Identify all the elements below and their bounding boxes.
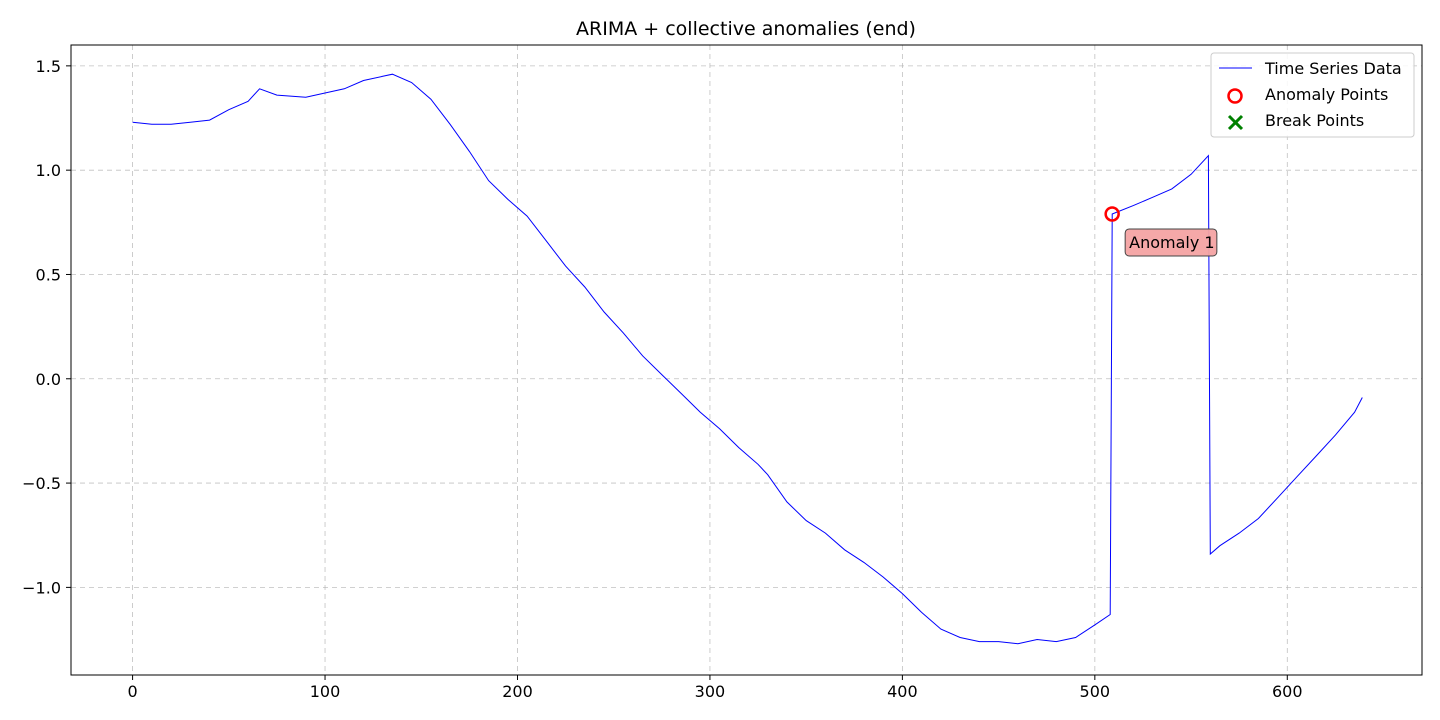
legend-circle-icon xyxy=(1227,88,1243,104)
x-tick-label: 600 xyxy=(1272,682,1303,701)
y-tick-label: 0.5 xyxy=(36,265,61,284)
legend: Time Series Data Anomaly Points Break Po… xyxy=(1210,52,1415,138)
series-layer xyxy=(132,73,1363,645)
anomaly-label-text: Anomaly 1 xyxy=(1129,233,1214,252)
y-tick-label: 1.0 xyxy=(36,161,61,180)
legend-label-anomaly: Anomaly Points xyxy=(1265,85,1388,104)
time-series-line xyxy=(132,73,1363,645)
x-tick-label: 400 xyxy=(887,682,918,701)
x-tick-label: 0 xyxy=(127,682,137,701)
legend-x-icon xyxy=(1227,114,1244,131)
anomaly-point-marker xyxy=(1104,206,1120,222)
legend-box xyxy=(1210,52,1415,138)
grid-layer xyxy=(71,45,1422,675)
tick-layer: 0 100 200 300 400 500 600 1.5 1.0 0.5 0.0 −0.5 −1.0 xyxy=(22,57,1302,701)
x-tick-label: 500 xyxy=(1080,682,1111,701)
y-tick-label: 0.0 xyxy=(36,370,61,389)
marker-layer xyxy=(1104,206,1120,222)
chart-title: ARIMA + collective anomalies (end) xyxy=(576,18,916,40)
y-tick-label: −0.5 xyxy=(22,474,61,493)
legend-label-break: Break Points xyxy=(1265,111,1364,130)
x-tick-label: 100 xyxy=(310,682,341,701)
legend-label-series: Time Series Data xyxy=(1264,59,1402,78)
plot-area-frame xyxy=(70,44,1423,676)
x-tick-label: 200 xyxy=(502,682,533,701)
y-tick-label: 1.5 xyxy=(36,57,61,76)
y-tick-label: −1.0 xyxy=(22,578,61,597)
x-tick-label: 300 xyxy=(695,682,726,701)
annotation-layer: Anomaly 1 xyxy=(1124,228,1218,257)
anomaly-label-box xyxy=(1124,228,1218,257)
